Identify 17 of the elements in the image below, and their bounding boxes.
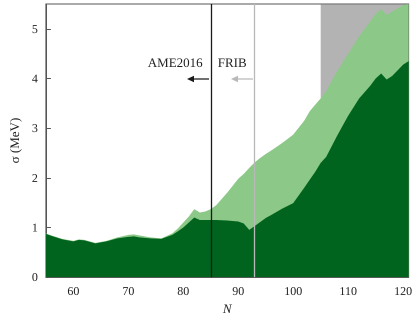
ref-line-label: AME2016 <box>148 55 203 71</box>
x-tick-label: 70 <box>122 284 134 298</box>
x-axis-title: N <box>222 301 233 316</box>
y-tick-label: 2 <box>32 170 38 185</box>
x-tick-label: 80 <box>177 284 190 298</box>
y-tick-label: 0 <box>32 270 38 284</box>
y-tick-label: 4 <box>32 71 38 86</box>
y-tick-label: 1 <box>32 220 38 234</box>
x-tick-label: 60 <box>67 284 80 298</box>
y-tick-label: 5 <box>32 22 38 36</box>
y-axis-title: σ (MeV) <box>7 118 22 164</box>
x-tick-label: 100 <box>284 284 302 298</box>
ref-line-label: FRIB <box>218 55 247 71</box>
x-tick-label: 110 <box>339 284 357 298</box>
x-tick-label: 90 <box>232 284 244 298</box>
y-tick-label: 3 <box>32 121 38 136</box>
x-tick-label: 120 <box>394 284 412 298</box>
